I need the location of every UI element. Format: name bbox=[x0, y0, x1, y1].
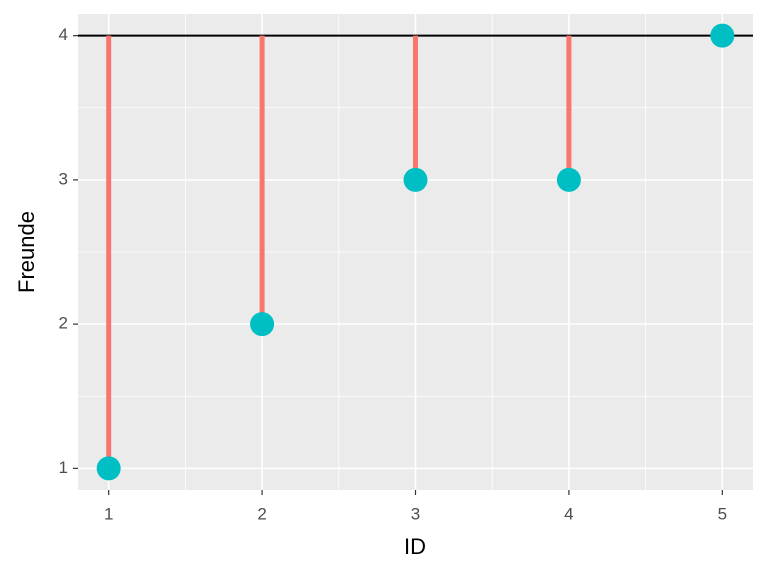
x-tick-label: 1 bbox=[104, 504, 113, 523]
y-tick-label: 3 bbox=[59, 169, 68, 188]
point bbox=[556, 167, 581, 192]
y-tick-label: 1 bbox=[59, 458, 68, 477]
y-axis-title: Freunde bbox=[14, 211, 39, 293]
point bbox=[96, 456, 121, 481]
x-tick-label: 5 bbox=[718, 504, 727, 523]
point bbox=[403, 167, 428, 192]
point bbox=[250, 312, 275, 337]
y-tick-label: 2 bbox=[59, 314, 68, 333]
x-tick-label: 2 bbox=[257, 504, 266, 523]
x-axis-title: ID bbox=[404, 534, 426, 559]
y-tick-label: 4 bbox=[59, 25, 68, 44]
x-tick-label: 4 bbox=[564, 504, 573, 523]
x-tick-label: 3 bbox=[411, 504, 420, 523]
point bbox=[710, 23, 735, 48]
